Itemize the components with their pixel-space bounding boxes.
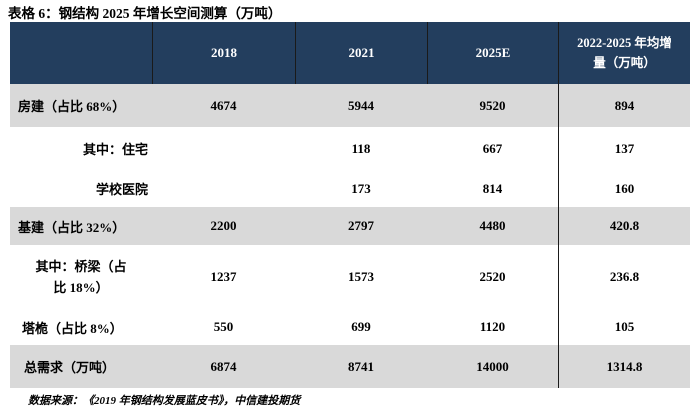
cell-value: 1573 xyxy=(348,269,374,284)
cell-value: 173 xyxy=(351,180,371,196)
cell-value xyxy=(152,127,295,170)
cell-value: 1237 xyxy=(210,269,237,284)
cell-value: 550 xyxy=(213,319,234,334)
cell-value: 137 xyxy=(558,127,690,170)
row-infrastructure: 基建（占比 32%） 2200 2797 4480 420.8 xyxy=(10,207,690,245)
cell-value xyxy=(152,170,295,207)
header-cell-2025e: 2025E xyxy=(427,22,558,84)
page-title: 表格 6：钢结构 2025 年增长空间测算（万吨） xyxy=(8,6,282,21)
row-housing: 房建（占比 68%） 4674 5944 9520 894 xyxy=(10,84,690,127)
cell-value: 894 xyxy=(558,84,690,127)
row-label: 其中：住宅 xyxy=(82,142,148,157)
cell-value: 1314.8 xyxy=(558,345,690,388)
row-label: 塔桅（占比 8%） xyxy=(22,320,123,336)
cell-value: 236.8 xyxy=(558,245,690,309)
table-header-row: 2018 2021 2025E 2022-2025 年均增量（万吨） xyxy=(10,22,690,84)
cell-value: 118 xyxy=(351,140,371,156)
cell-value: 6874 xyxy=(210,358,237,374)
cell-value: 667 xyxy=(482,140,503,156)
header-cell-2021: 2021 xyxy=(295,22,427,84)
cell-value: 2797 xyxy=(348,218,374,233)
data-table: 2018 2021 2025E 2022-2025 年均增量（万吨） 房建（占比… xyxy=(10,22,690,388)
cell-value: 814 xyxy=(482,180,503,196)
row-label: 其中：桥梁（占比 18%） xyxy=(10,245,152,309)
header-cell-empty xyxy=(10,22,152,84)
cell-value: 420.8 xyxy=(558,207,690,245)
cell-value: 1120 xyxy=(479,319,506,334)
row-label: 学校医院 xyxy=(95,182,148,197)
row-tower-mast: 塔桅（占比 8%） 550 699 1120 105 xyxy=(10,309,690,345)
cell-value: 8741 xyxy=(348,358,374,374)
row-label: 房建（占比 68%） xyxy=(18,99,126,114)
row-label: 基建（占比 32%） xyxy=(18,219,126,235)
cell-value: 2520 xyxy=(479,269,506,284)
row-residential: 其中：住宅 118 667 137 xyxy=(10,127,690,170)
cell-value: 9520 xyxy=(479,97,506,113)
header-cell-2018: 2018 xyxy=(152,22,295,84)
row-bridge-label: 其中：桥梁（占比 18%） xyxy=(35,259,127,295)
row-total-demand: 总需求（万吨） 6874 8741 14000 1314.8 xyxy=(10,345,690,388)
cell-value: 5944 xyxy=(348,97,374,113)
cell-value: 699 xyxy=(351,319,371,334)
source-note: 数据来源：《2019 年钢结构发展蓝皮书》，中信建投期货 xyxy=(28,395,301,407)
cell-value: 160 xyxy=(558,170,690,207)
header-avg-increment-label: 2022-2025 年均增量（万吨） xyxy=(577,36,672,70)
header-cell-avg-increment: 2022-2025 年均增量（万吨） xyxy=(558,22,690,84)
row-bridge: 其中：桥梁（占比 18%） 1237 1573 2520 236.8 xyxy=(10,245,690,309)
cell-value: 14000 xyxy=(476,358,509,374)
row-label: 总需求（万吨） xyxy=(24,360,116,375)
cell-value: 4674 xyxy=(210,97,237,113)
row-school-hospital: 学校医院 173 814 160 xyxy=(10,170,690,207)
cell-value: 2200 xyxy=(210,218,237,233)
cell-value: 105 xyxy=(558,309,690,345)
cell-value: 4480 xyxy=(479,218,506,233)
